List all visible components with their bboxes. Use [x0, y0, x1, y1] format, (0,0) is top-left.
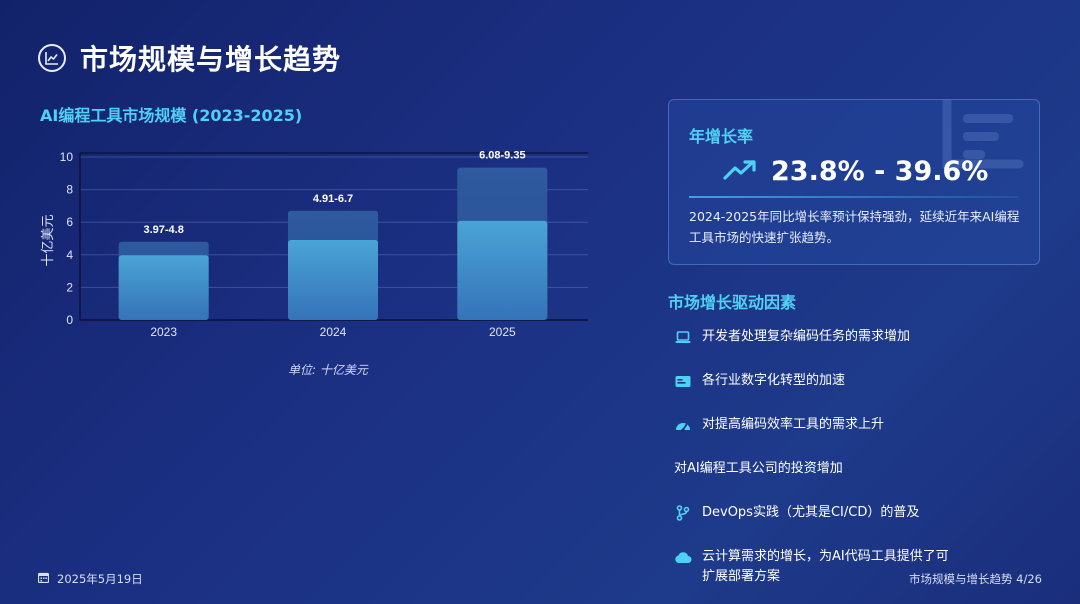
gauge-icon [674, 416, 692, 434]
y-tick-label: 2 [66, 280, 73, 294]
value-bar [118, 255, 209, 320]
footer-page-indicator: 市场规模与增长趋势 4/26 [909, 572, 1042, 586]
x-tick-label: 2024 [320, 325, 347, 339]
value-bar [457, 220, 548, 320]
page-header: 市场规模与增长趋势 [38, 38, 341, 78]
y-tick-label: 0 [66, 313, 73, 327]
value-bar [288, 239, 378, 320]
laptop-icon [674, 328, 692, 346]
line-chart-icon [38, 44, 66, 72]
driver-item: 对提高编码效率工具的需求上升 [674, 415, 952, 435]
branch-icon [674, 504, 692, 522]
data-label: 3.97-4.8 [143, 224, 183, 236]
drivers-title: 市场增长驱动因素 [668, 293, 797, 312]
card-divider [689, 196, 1019, 198]
cloud-icon [674, 548, 692, 566]
y-tick-label: 4 [66, 248, 73, 262]
trending-up-icon [723, 159, 757, 185]
y-tick-label: 8 [66, 183, 73, 197]
market-size-chart: 0 2 4 6 8 10 十亿美元 3.97-4.8 2023 4.91-6.7 2024 6.08-… [41, 150, 588, 339]
footer-date-text: 2025年5月19日 [57, 572, 143, 586]
growth-value-row: 23.8% - 39.6% [723, 156, 988, 187]
driver-item: 各行业数字化转型的加速 [674, 371, 952, 391]
list-chart-icon [942, 100, 1024, 169]
chart-title: AI编程工具市场规模 (2023-2025) [40, 106, 303, 125]
page-title: 市场规模与增长趋势 [80, 43, 342, 76]
driver-item: DevOps实践（尤其是CI/CD）的普及 [674, 503, 952, 523]
driver-item: 云计算需求的增长，为AI代码工具提供了可扩展部署方案 [674, 547, 952, 587]
growth-rate-value: 23.8% - 39.6% [771, 156, 989, 187]
growth-card-label: 年增长率 [689, 127, 754, 146]
footer-date: 2025年5月19日 [37, 571, 143, 587]
growth-description: 2024-2025年同比增长率预计保持强劲，延续近年来AI编程工具市场的快速扩张… [689, 209, 1020, 245]
calendar-icon [37, 572, 50, 586]
driver-item: 对AI编程工具公司的投资增加 [674, 461, 843, 476]
growth-rate-card: 年增长率 23.8% - 39.6% 2024-2025年同比增长率预计保持强劲… [668, 99, 1040, 265]
y-axis-label: 十亿美元 [41, 214, 56, 266]
y-tick-label: 6 [66, 215, 73, 229]
chart-unit-note: 单位: 十亿美元 [288, 363, 368, 377]
driver-item: 开发者处理复杂编码任务的需求增加 [674, 327, 952, 347]
data-label: 4.91-6.7 [313, 193, 353, 205]
y-tick-label: 10 [60, 150, 74, 164]
screen-icon [674, 372, 692, 390]
x-tick-label: 2025 [489, 325, 516, 339]
data-label: 6.08-9.35 [479, 150, 525, 162]
x-tick-label: 2023 [150, 325, 177, 339]
